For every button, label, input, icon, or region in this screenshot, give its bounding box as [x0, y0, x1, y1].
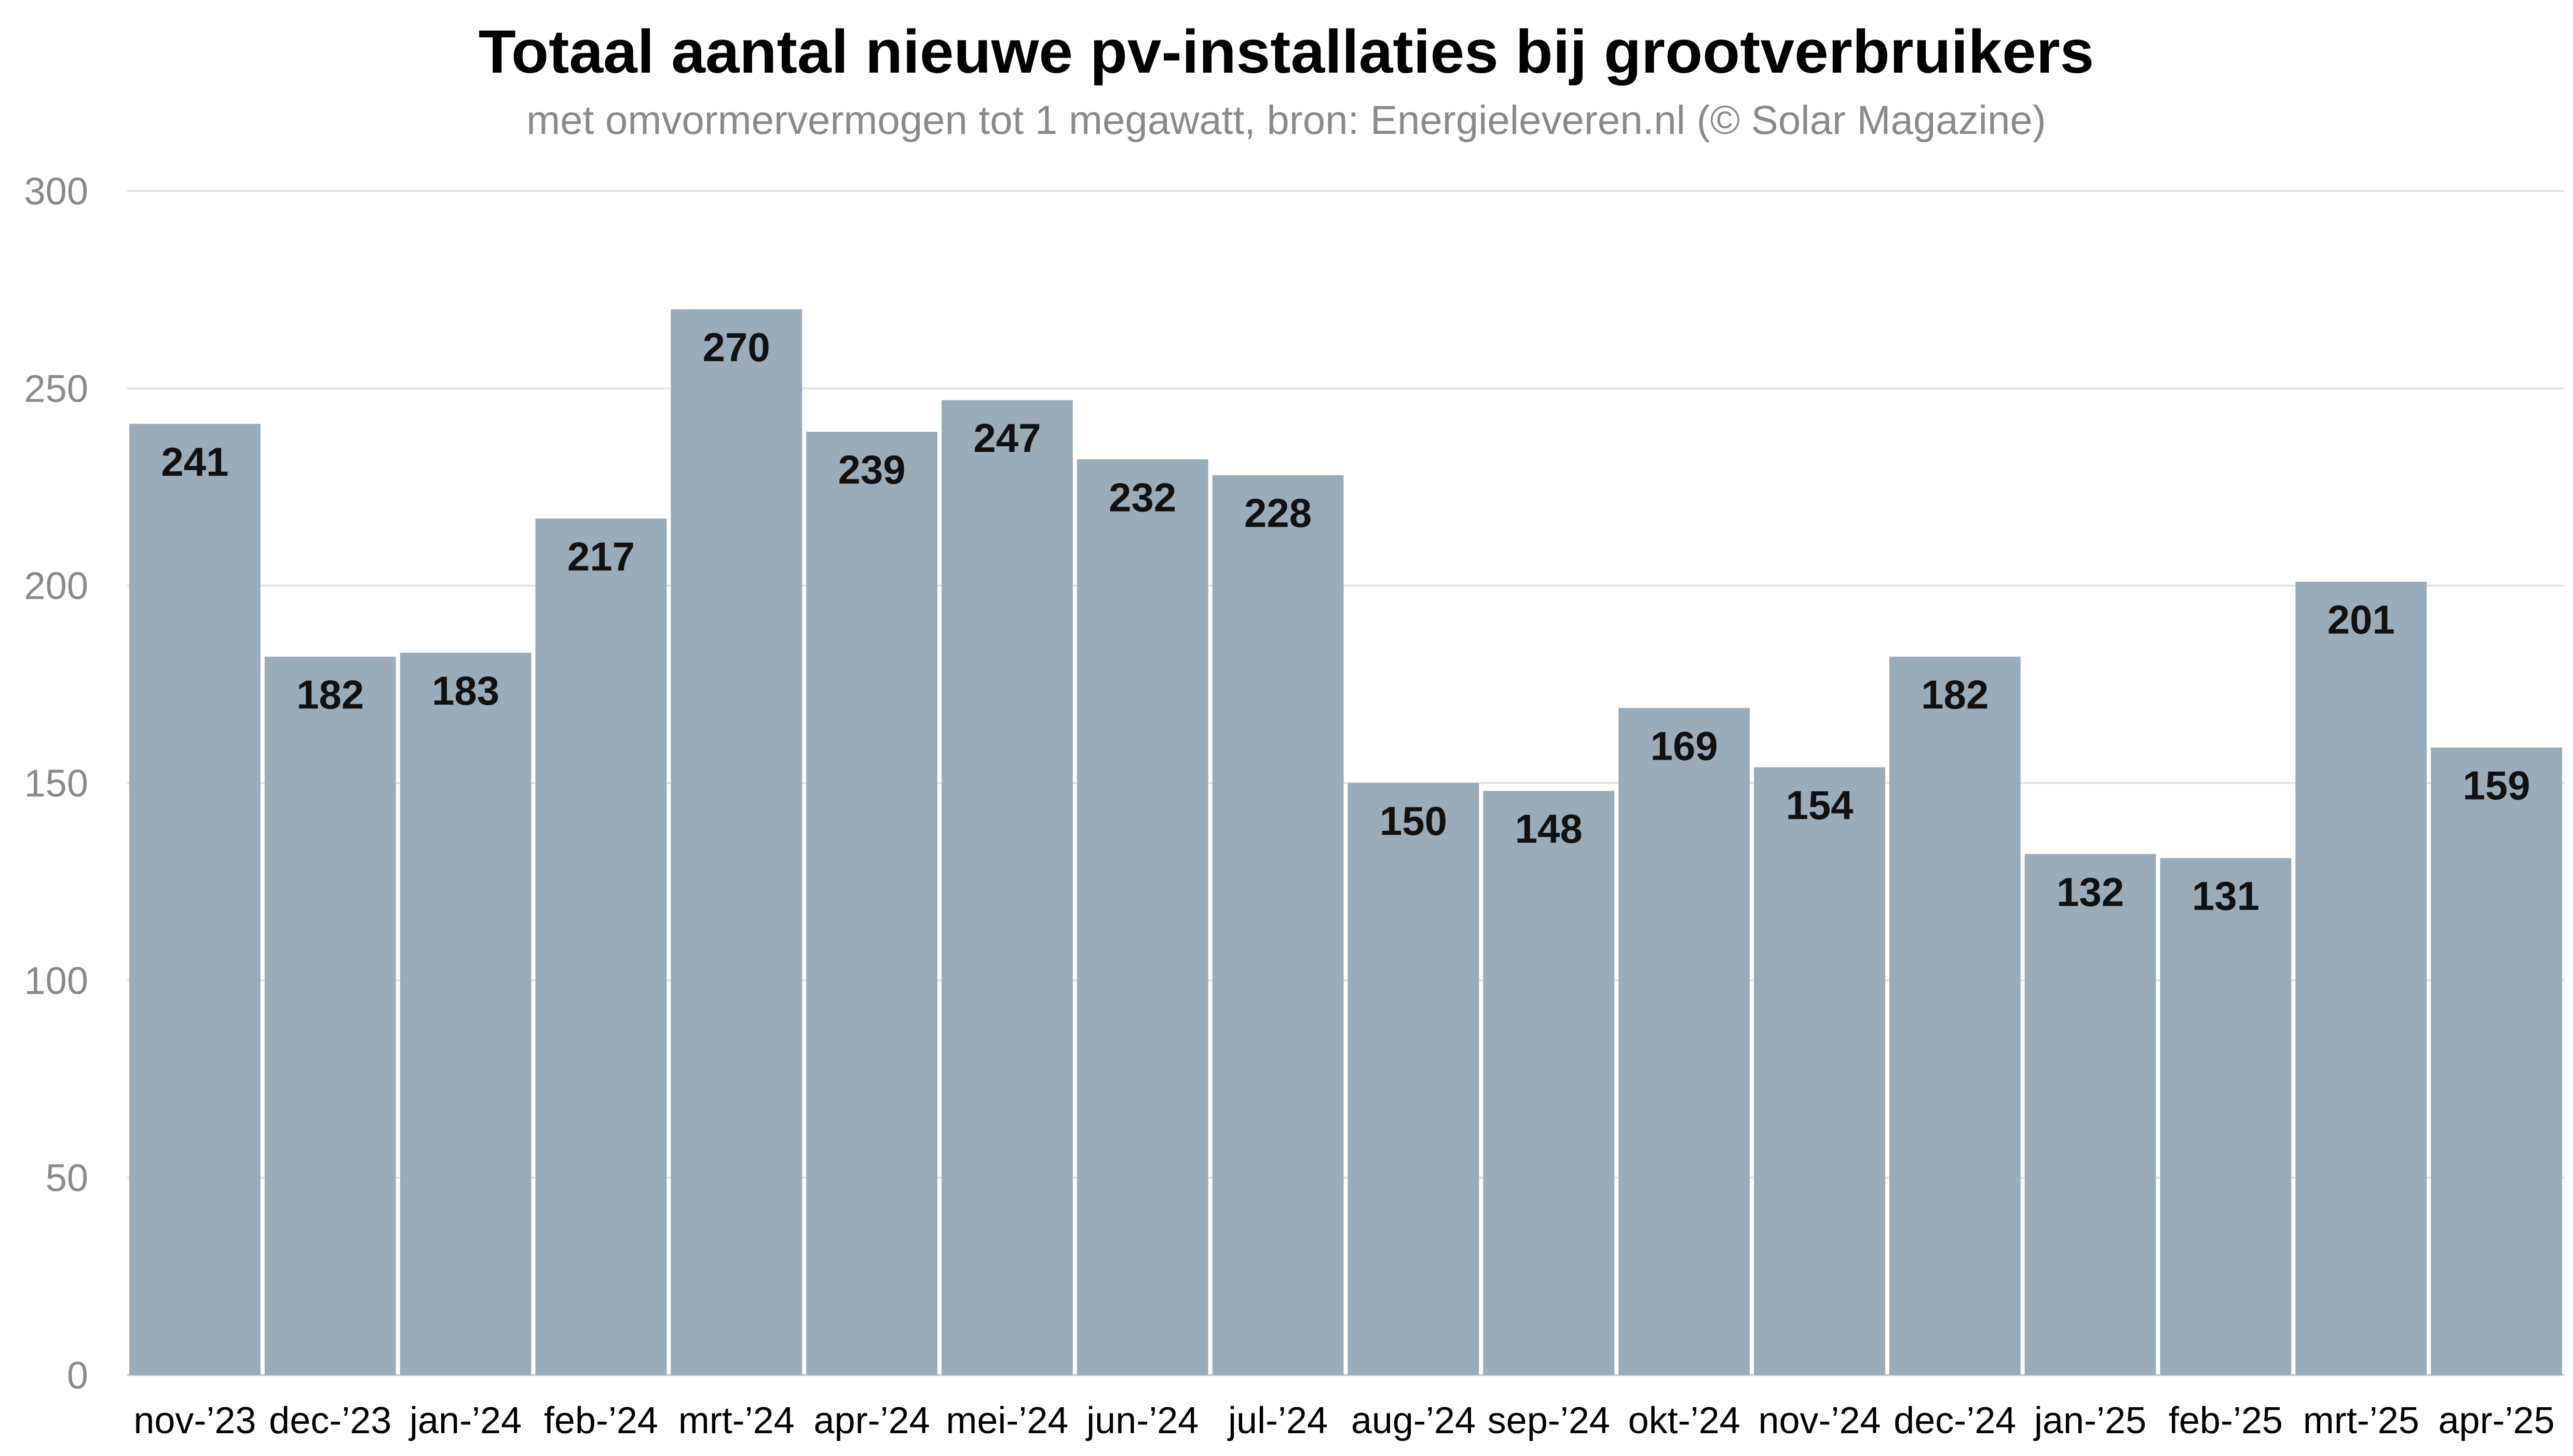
y-tick-label: 150 — [24, 762, 88, 805]
bar — [1889, 656, 2021, 1375]
bar — [671, 309, 802, 1376]
data-label: 150 — [1380, 798, 1447, 844]
x-tick-label: jul-’24 — [1227, 1400, 1328, 1441]
bar — [264, 656, 396, 1375]
y-tick-label: 300 — [24, 170, 88, 213]
data-label: 247 — [973, 415, 1041, 461]
bar — [806, 432, 937, 1376]
data-label: 270 — [703, 324, 770, 370]
data-label: 183 — [432, 668, 499, 713]
x-tick-label: nov-’23 — [133, 1400, 256, 1441]
x-tick-label: jun-’24 — [1085, 1400, 1199, 1441]
bar — [942, 400, 1073, 1375]
x-tick-label: nov-’24 — [1758, 1400, 1881, 1441]
data-label: 232 — [1109, 474, 1176, 520]
bar — [1483, 791, 1615, 1375]
x-tick-label: mrt-’25 — [2303, 1400, 2419, 1441]
data-label: 217 — [567, 533, 635, 579]
bar — [1212, 475, 1344, 1376]
x-tick-label: feb-’25 — [2169, 1400, 2283, 1441]
data-label: 239 — [838, 447, 906, 492]
data-labels: 241 182 183 217 270 239 247 232 228 150 148 169 154 1… — [161, 324, 2530, 918]
data-label: 154 — [1786, 782, 1853, 828]
data-label: 132 — [2057, 869, 2124, 915]
data-label: 148 — [1515, 806, 1583, 851]
x-tick-label: jan-’25 — [2033, 1400, 2146, 1441]
x-axis-ticks: nov-’23 dec-’23 jan-’24 feb-’24 mrt-’24 apr-’… — [133, 1400, 2554, 1441]
x-tick-label: jan-’24 — [409, 1400, 522, 1441]
bar — [535, 518, 667, 1376]
bar — [2295, 582, 2427, 1375]
data-label: 169 — [1651, 723, 1718, 768]
x-tick-label: mei-’24 — [946, 1400, 1068, 1441]
y-tick-label: 200 — [24, 565, 88, 608]
data-label: 182 — [296, 672, 364, 718]
x-tick-label: mrt-’24 — [678, 1400, 795, 1441]
x-tick-label: apr-’24 — [814, 1400, 930, 1441]
bar — [2024, 854, 2156, 1375]
chart-subtitle: met omvormervermogen tot 1 megawatt, bro… — [526, 97, 2046, 143]
data-label: 131 — [2192, 873, 2259, 919]
data-label: 241 — [161, 439, 228, 485]
x-tick-label: apr-’25 — [2439, 1400, 2555, 1441]
bar — [1347, 783, 1479, 1375]
data-label: 182 — [1921, 672, 1989, 718]
x-tick-label: aug-’24 — [1351, 1400, 1476, 1441]
y-tick-label: 50 — [46, 1157, 88, 1200]
x-tick-label: dec-’23 — [269, 1400, 391, 1441]
bar — [1618, 708, 1750, 1375]
bar — [400, 652, 532, 1375]
data-label: 159 — [2463, 763, 2530, 808]
y-tick-label: 250 — [24, 367, 88, 410]
bars — [129, 309, 2562, 1376]
data-label: 228 — [1244, 490, 1312, 536]
y-tick-label: 0 — [67, 1354, 88, 1397]
x-tick-label: okt-’24 — [1628, 1400, 1740, 1441]
bar — [1077, 459, 1208, 1375]
bar — [129, 423, 261, 1375]
data-label: 201 — [2327, 597, 2395, 642]
y-axis-ticks: 0 50 100 150 200 250 300 — [24, 170, 88, 1397]
grid-lines — [127, 190, 2564, 1376]
x-tick-label: sep-’24 — [1488, 1400, 1610, 1441]
y-tick-label: 100 — [24, 959, 88, 1002]
chart-title: Totaal aantal nieuwe pv-installaties bij… — [479, 18, 2094, 86]
x-tick-label: feb-’24 — [544, 1400, 658, 1441]
x-tick-label: dec-’24 — [1894, 1400, 2016, 1441]
bar — [2431, 747, 2562, 1375]
bar — [2160, 858, 2292, 1375]
bar — [1754, 767, 1885, 1375]
